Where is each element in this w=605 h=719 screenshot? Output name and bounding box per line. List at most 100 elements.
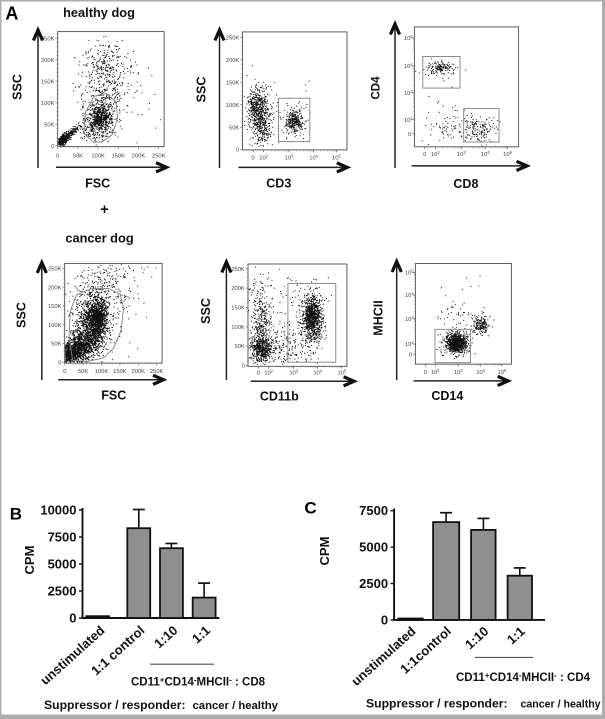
svg-text:FSC: FSC	[85, 176, 110, 190]
svg-text:102: 102	[264, 369, 273, 377]
svg-text:0: 0	[423, 152, 426, 158]
svg-text:105: 105	[405, 269, 414, 277]
svg-text:CD11+CD14-MHCII- : CD8: CD11+CD14-MHCII- : CD8	[131, 676, 266, 689]
svg-text:105: 105	[338, 369, 347, 377]
svg-text:100K: 100K	[48, 323, 62, 329]
svg-text:C: C	[304, 498, 316, 517]
svg-text:SSC: SSC	[11, 74, 25, 100]
svg-text:150K: 150K	[48, 304, 62, 310]
svg-text:104: 104	[476, 368, 485, 376]
svg-text:100K: 100K	[91, 154, 105, 160]
svg-text:102: 102	[405, 340, 414, 348]
svg-text:104: 104	[309, 154, 318, 162]
svg-text:0: 0	[409, 353, 412, 359]
svg-text:0: 0	[63, 369, 66, 375]
svg-text:Suppressor / responder:: Suppressor / responder:	[44, 698, 186, 712]
svg-text:CD14: CD14	[431, 389, 463, 403]
svg-text:250K: 250K	[48, 267, 62, 273]
svg-text:7500: 7500	[359, 503, 388, 518]
svg-text:2500: 2500	[48, 583, 77, 598]
svg-text:103: 103	[285, 154, 294, 162]
svg-text:200K: 200K	[231, 286, 245, 292]
svg-text:MHCII: MHCII	[372, 300, 386, 335]
svg-text:0: 0	[236, 148, 239, 154]
svg-text:250K: 250K	[41, 36, 55, 42]
svg-text:SSC: SSC	[15, 302, 29, 328]
svg-text:cancer / healthy: cancer / healthy	[193, 700, 279, 712]
svg-text:50K: 50K	[44, 122, 54, 128]
svg-text:0: 0	[51, 144, 54, 150]
svg-text:150K: 150K	[113, 369, 127, 375]
svg-text:105: 105	[332, 154, 341, 162]
svg-text:103: 103	[457, 150, 466, 158]
svg-text:200K: 200K	[132, 369, 146, 375]
svg-text:150K: 150K	[226, 80, 240, 86]
svg-text:healthy dog: healthy dog	[63, 5, 135, 20]
svg-text:CD3: CD3	[266, 177, 291, 191]
svg-text:0: 0	[242, 364, 245, 370]
svg-text:100K: 100K	[41, 101, 55, 107]
svg-text:50K: 50K	[78, 369, 88, 375]
svg-text:FSC: FSC	[101, 389, 126, 403]
svg-text:250K: 250K	[231, 267, 245, 273]
svg-text:200K: 200K	[132, 154, 146, 160]
svg-text:100K: 100K	[95, 369, 109, 375]
svg-text:50K: 50K	[51, 342, 61, 348]
svg-text:0: 0	[408, 132, 411, 138]
svg-text:250K: 250K	[152, 154, 166, 160]
svg-text:150K: 150K	[231, 306, 245, 312]
svg-text:103: 103	[405, 315, 414, 323]
svg-text:104: 104	[481, 150, 490, 158]
svg-text:105: 105	[404, 34, 413, 42]
svg-text:105: 105	[498, 368, 507, 376]
svg-text:50K: 50K	[73, 154, 83, 160]
svg-text:SSC: SSC	[199, 298, 213, 324]
svg-text:CPM: CPM	[317, 537, 332, 566]
svg-text:0: 0	[257, 371, 260, 377]
svg-text:103: 103	[454, 368, 463, 376]
svg-text:50K: 50K	[229, 125, 239, 131]
svg-text:104: 104	[405, 291, 414, 299]
svg-text:0: 0	[56, 154, 59, 160]
svg-text:0: 0	[58, 360, 61, 366]
svg-text:102: 102	[431, 150, 440, 158]
svg-text:7500: 7500	[48, 529, 77, 544]
svg-text:150K: 150K	[112, 154, 126, 160]
svg-text:0: 0	[69, 610, 76, 625]
svg-text:+: +	[100, 202, 108, 218]
svg-text:250K: 250K	[150, 369, 164, 375]
svg-text:103: 103	[289, 369, 298, 377]
svg-text:200K: 200K	[41, 58, 55, 64]
svg-text:cancer dog: cancer dog	[65, 231, 133, 246]
svg-text:0: 0	[381, 612, 388, 627]
svg-text:103: 103	[404, 89, 413, 97]
svg-text:150K: 150K	[41, 79, 55, 85]
svg-text:102: 102	[259, 154, 268, 162]
svg-text:CD8: CD8	[453, 177, 478, 191]
svg-text:B: B	[10, 504, 22, 523]
svg-text:SSC: SSC	[195, 77, 209, 103]
svg-text:102: 102	[404, 116, 413, 124]
svg-text:105: 105	[503, 150, 512, 158]
svg-text:200K: 200K	[226, 58, 240, 64]
svg-text:2500: 2500	[359, 576, 388, 591]
svg-text:CD11+CD14-MHCII- : CD4: CD11+CD14-MHCII- : CD4	[456, 671, 591, 684]
svg-text:CD11b: CD11b	[260, 390, 299, 404]
svg-text:0: 0	[424, 370, 427, 376]
svg-text:200K: 200K	[48, 285, 62, 291]
svg-text:104: 104	[313, 369, 322, 377]
svg-text:5000: 5000	[359, 540, 388, 555]
svg-text:100K: 100K	[231, 325, 245, 331]
svg-text:5000: 5000	[48, 556, 77, 571]
svg-text:cancer / healthy: cancer / healthy	[521, 699, 601, 711]
svg-text:250K: 250K	[226, 36, 240, 42]
svg-text:0: 0	[251, 156, 254, 162]
svg-text:100K: 100K	[226, 103, 240, 109]
svg-text:102: 102	[431, 368, 440, 376]
svg-text:104: 104	[404, 62, 413, 70]
svg-text:CD4: CD4	[371, 76, 383, 100]
svg-text:A: A	[5, 4, 18, 24]
svg-text:10000: 10000	[40, 502, 76, 517]
svg-text:Suppressor / responder:: Suppressor / responder:	[366, 697, 508, 711]
svg-text:CPM: CPM	[22, 546, 37, 575]
